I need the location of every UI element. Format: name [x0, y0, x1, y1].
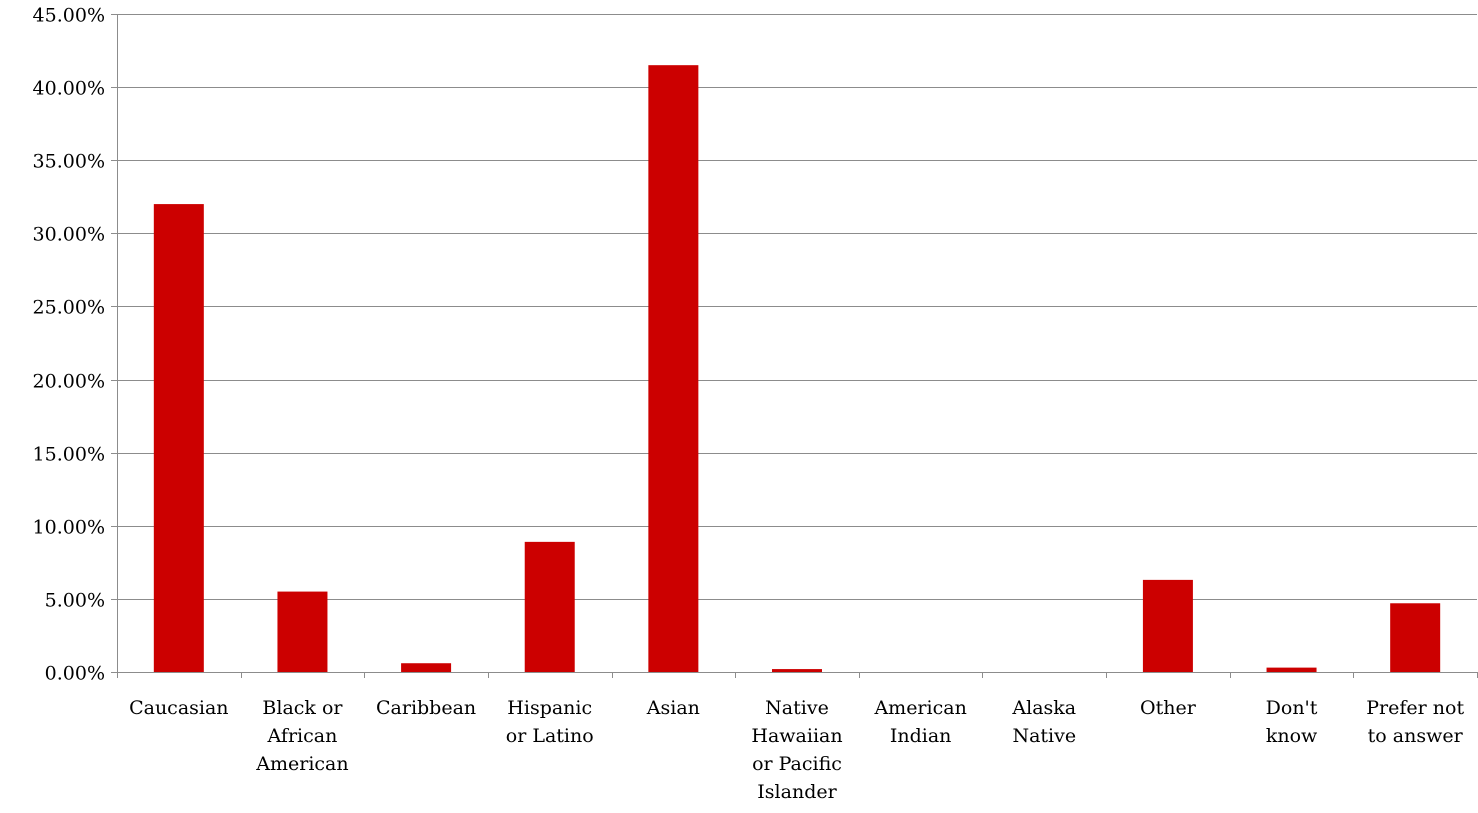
x-category-label-line: Caucasian: [129, 697, 228, 719]
y-axis-tick-labels: 0.00% 5.00% 10.00% 15.00% 20.00% 25.00% 30.00%…: [33, 5, 105, 685]
bar: [1390, 603, 1441, 672]
x-axis-category-labels: Caucasian Black or African American Caribbea…: [129, 697, 1464, 803]
x-category-label: Don't know: [1266, 697, 1318, 747]
x-category-label: Caucasian: [129, 697, 228, 719]
y-tick-label: 40.00%: [33, 78, 105, 100]
x-category-label-line: American: [873, 697, 966, 719]
y-tick-label: 0.00%: [45, 663, 105, 685]
x-category-label-line: Don't: [1266, 697, 1318, 719]
bar: [772, 669, 822, 672]
x-category-label-line: Alaska: [1011, 697, 1076, 719]
x-category-label-line: Other: [1140, 697, 1197, 719]
x-category-label: Black or African American: [255, 697, 348, 775]
x-category-label: Native Hawaiian or Pacific Islander: [751, 697, 842, 803]
bars: [153, 65, 1441, 673]
bar: [277, 591, 328, 672]
x-category-label-line: African: [267, 725, 338, 747]
x-category-label-line: or Latino: [506, 725, 594, 747]
bar: [524, 541, 575, 672]
bar: [401, 663, 452, 672]
x-category-label-line: Prefer not: [1366, 697, 1464, 719]
bar: [1266, 667, 1317, 672]
gridlines: [117, 14, 1477, 600]
x-category-label-line: Hawaiian: [751, 725, 842, 747]
y-tick-label: 20.00%: [33, 371, 105, 393]
x-category-label-line: Black or: [262, 697, 343, 719]
y-tick-label: 25.00%: [33, 297, 105, 319]
x-category-label: Prefer not to answer: [1366, 697, 1464, 747]
x-category-label-line: Native: [1012, 725, 1076, 747]
x-category-label: American Indian: [873, 697, 966, 747]
bar: [153, 204, 204, 673]
bar: [648, 65, 699, 672]
x-category-label-line: Asian: [646, 697, 700, 719]
bar: [1142, 579, 1193, 672]
x-category-label-line: Native: [765, 697, 829, 719]
x-category-label-line: Islander: [757, 781, 837, 803]
x-category-label: Alaska Native: [1011, 697, 1076, 747]
x-category-label-line: know: [1266, 725, 1318, 747]
x-category-label: Other: [1140, 697, 1197, 719]
x-category-label-line: to answer: [1368, 725, 1464, 747]
x-category-label: Asian: [646, 697, 700, 719]
x-category-label: Hispanic or Latino: [506, 697, 594, 747]
x-category-label-line: Hispanic: [507, 697, 592, 719]
y-tick-label: 35.00%: [33, 151, 105, 173]
x-category-label-line: or Pacific: [752, 753, 842, 775]
x-category-label-line: Caribbean: [376, 697, 476, 719]
x-category-label-line: American: [255, 753, 348, 775]
x-category-label-line: Indian: [890, 725, 952, 747]
y-tick-label: 10.00%: [33, 517, 105, 539]
y-tick-label: 15.00%: [33, 444, 105, 466]
y-tick-label: 30.00%: [33, 224, 105, 246]
y-tick-label: 5.00%: [45, 590, 105, 612]
x-category-label: Caribbean: [376, 697, 476, 719]
axes: [111, 14, 1478, 678]
y-tick-label: 45.00%: [33, 5, 105, 27]
